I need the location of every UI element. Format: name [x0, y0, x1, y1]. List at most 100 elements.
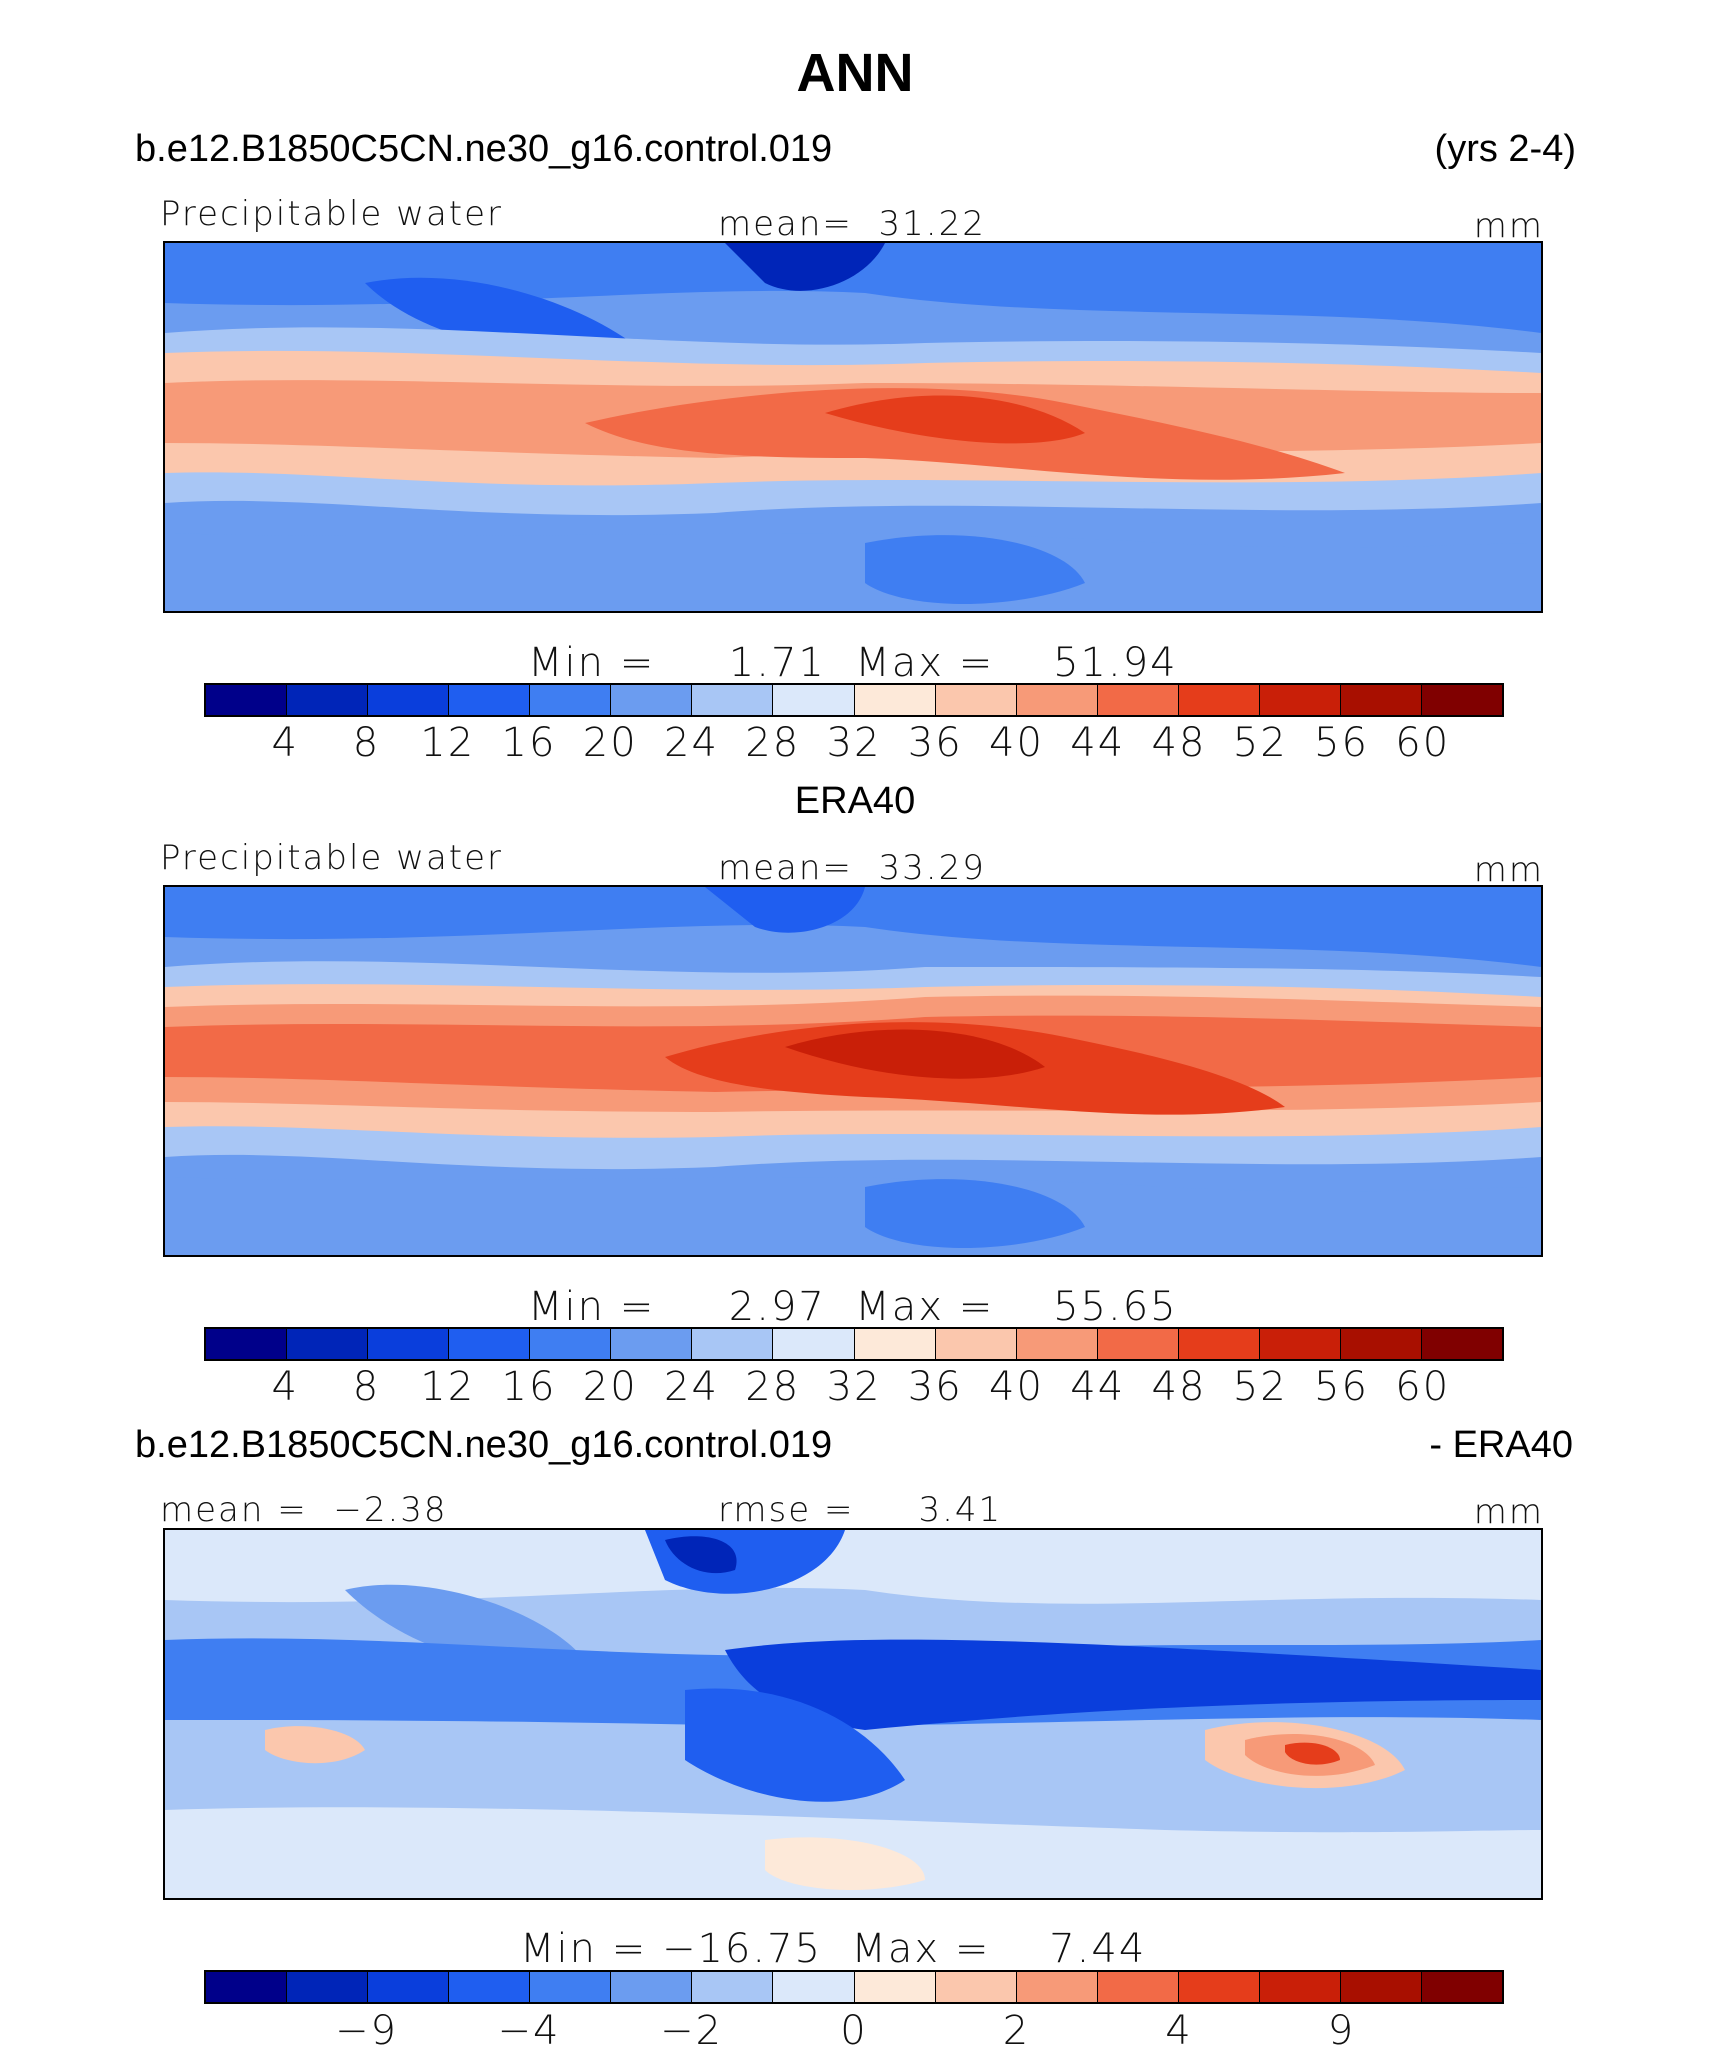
panel3-map — [163, 1528, 1543, 1900]
panel3-tick-label: −9 — [335, 2008, 398, 2054]
panel2-colorbar-swatch — [1259, 1329, 1341, 1359]
panel2-colorbar-swatch — [368, 1329, 450, 1359]
panel3-colorbar-swatch — [1421, 1972, 1502, 2002]
panel1-variable-label: Precipitable water — [160, 194, 504, 234]
panel3-colorbar-swatch — [1016, 1972, 1098, 2002]
panel3-colorbar-swatch — [611, 1972, 693, 2002]
panel3-colorbar-swatch — [287, 1972, 369, 2002]
panel1-colorbar-ticks: 4 8 12 16 20 24 28 32 36 40 44 48 52 56 60 — [204, 720, 1504, 766]
panel3-rmse-value: 3.41 — [918, 1490, 1003, 1530]
panel3-colorbar-ticks: −9 −4 −2 0 2 4 9 — [204, 2008, 1504, 2054]
panel1-tick-label: 40 — [989, 720, 1044, 766]
panel2-map-field — [165, 887, 1541, 1255]
panel2-colorbar — [204, 1327, 1504, 1361]
panel1-map-field — [165, 243, 1541, 611]
panel2-colorbar-swatch — [1340, 1329, 1422, 1359]
panel1-colorbar-swatch — [854, 685, 936, 715]
panel1-years: (yrs 2-4) — [1434, 128, 1576, 170]
panel3-tick-label: 2 — [1002, 2008, 1031, 2054]
panel1-tick-label: 32 — [826, 720, 882, 766]
panel2-tick-label: 44 — [1070, 1364, 1126, 1410]
panel2-mean-value: 33.29 — [878, 848, 986, 888]
panel1-mean-value: 31.22 — [878, 204, 986, 244]
panel2-max-label: Max = — [855, 1284, 995, 1330]
panel1-tick-label: 60 — [1395, 720, 1451, 766]
panel1-max-value: 51.94 — [1053, 640, 1178, 686]
panel3-case-name: b.e12.B1850C5CN.ne30_g16.control.019 — [135, 1424, 833, 1466]
panel3-tick-label: −4 — [497, 2008, 561, 2054]
panel2-tick-label: 8 — [352, 1364, 381, 1410]
panel3-colorbar-swatch — [449, 1972, 531, 2002]
panel2-tick-label: 4 — [271, 1364, 299, 1410]
panel3-colorbar-swatch — [1178, 1972, 1260, 2002]
panel3-colorbar-swatch — [368, 1972, 450, 2002]
panel2-colorbar-swatch — [935, 1329, 1017, 1359]
panel2-tick-label: 40 — [989, 1364, 1044, 1410]
panel1-min-label: Min = — [528, 640, 656, 686]
panel1-tick-label: 56 — [1314, 720, 1369, 766]
panel1-tick-label: 20 — [582, 720, 638, 766]
panel2-min-label: Min = — [528, 1284, 656, 1330]
panel2-mean-label: mean= 33.29 — [718, 848, 986, 888]
panel3-subtract-label: - ERA40 — [1429, 1424, 1573, 1466]
panel3-colorbar-swatch — [773, 1972, 855, 2002]
panel2-mean-text: mean= — [718, 848, 853, 888]
panel2-tick-label: 12 — [420, 1364, 476, 1410]
panel3-colorbar-swatch — [854, 1972, 936, 2002]
panel3-tick-label: 4 — [1165, 2008, 1193, 2054]
panel1-colorbar-swatch — [1097, 685, 1179, 715]
panel2-colorbar-swatch — [1097, 1329, 1179, 1359]
panel3-colorbar-swatch — [1259, 1972, 1341, 2002]
panel1-mean-text: mean= — [718, 204, 853, 244]
panel1-colorbar-swatch — [1016, 685, 1098, 715]
panel1-tick-label: 24 — [664, 720, 719, 766]
panel3-max-label: Max = — [851, 1926, 991, 1972]
panel1-min-value: 1.71 — [728, 640, 826, 686]
panel1-colorbar-swatch — [368, 685, 450, 715]
panel2-case-name: ERA40 — [794, 780, 916, 822]
panel1-colorbar-swatch — [692, 685, 774, 715]
panel3-minmax: Min = −16.75 Max = 7.44 — [520, 1926, 1146, 1972]
panel2-colorbar-swatch — [1178, 1329, 1260, 1359]
panel2-colorbar-swatch — [206, 1329, 288, 1359]
panel2-tick-label: 24 — [664, 1364, 719, 1410]
panel1-colorbar-swatch — [611, 685, 693, 715]
panel1-case-name: b.e12.B1850C5CN.ne30_g16.control.019 — [135, 128, 833, 170]
panel1-tick-label: 48 — [1151, 720, 1207, 766]
panel2-colorbar-swatch — [692, 1329, 774, 1359]
panel3-rmse-text: rmse = — [718, 1490, 855, 1530]
panel1-tick-label: 16 — [501, 720, 557, 766]
panel1-minmax: Min = 1.71 Max = 51.94 — [528, 640, 1178, 686]
panel1-tick-label: 28 — [745, 720, 801, 766]
panel2-minmax: Min = 2.97 Max = 55.65 — [528, 1284, 1178, 1330]
panel2-min-value: 2.97 — [728, 1284, 826, 1330]
panel2-colorbar-swatch — [530, 1329, 612, 1359]
panel2-colorbar-swatch — [1016, 1329, 1098, 1359]
panel1-tick-label: 12 — [420, 720, 476, 766]
panel2-tick-label: 56 — [1314, 1364, 1369, 1410]
panel3-colorbar-swatch — [530, 1972, 612, 2002]
panel2-tick-label: 48 — [1151, 1364, 1207, 1410]
panel3-min-label: Min = — [520, 1926, 648, 1972]
panel3-tick-label: 9 — [1327, 2008, 1356, 2054]
panel3-min-value: −16.75 — [661, 1926, 822, 1972]
panel1-colorbar-swatch — [1178, 685, 1260, 715]
panel1-colorbar-swatch — [1259, 685, 1341, 715]
panel1-tick-label: 52 — [1232, 720, 1288, 766]
panel3-tick-label: 0 — [840, 2008, 868, 2054]
panel1-max-label: Max = — [855, 640, 995, 686]
panel1-tick-label: 36 — [907, 720, 963, 766]
panel3-units: mm — [1473, 1492, 1544, 1532]
panel1-colorbar-swatch — [287, 685, 369, 715]
panel1-units: mm — [1473, 206, 1544, 246]
panel3-mean-label: mean = −2.38 — [160, 1490, 448, 1530]
panel1-mean-label: mean= 31.22 — [718, 204, 986, 244]
panel2-tick-label: 20 — [582, 1364, 638, 1410]
panel2-tick-label: 60 — [1395, 1364, 1451, 1410]
main-title: ANN — [796, 43, 914, 103]
panel2-map — [163, 885, 1543, 1257]
panel2-colorbar-ticks: 4 8 12 16 20 24 28 32 36 40 44 48 52 56 60 — [204, 1364, 1504, 1410]
panel1-tick-label: 4 — [271, 720, 299, 766]
panel2-tick-label: 36 — [907, 1364, 963, 1410]
panel3-map-field — [165, 1530, 1541, 1898]
